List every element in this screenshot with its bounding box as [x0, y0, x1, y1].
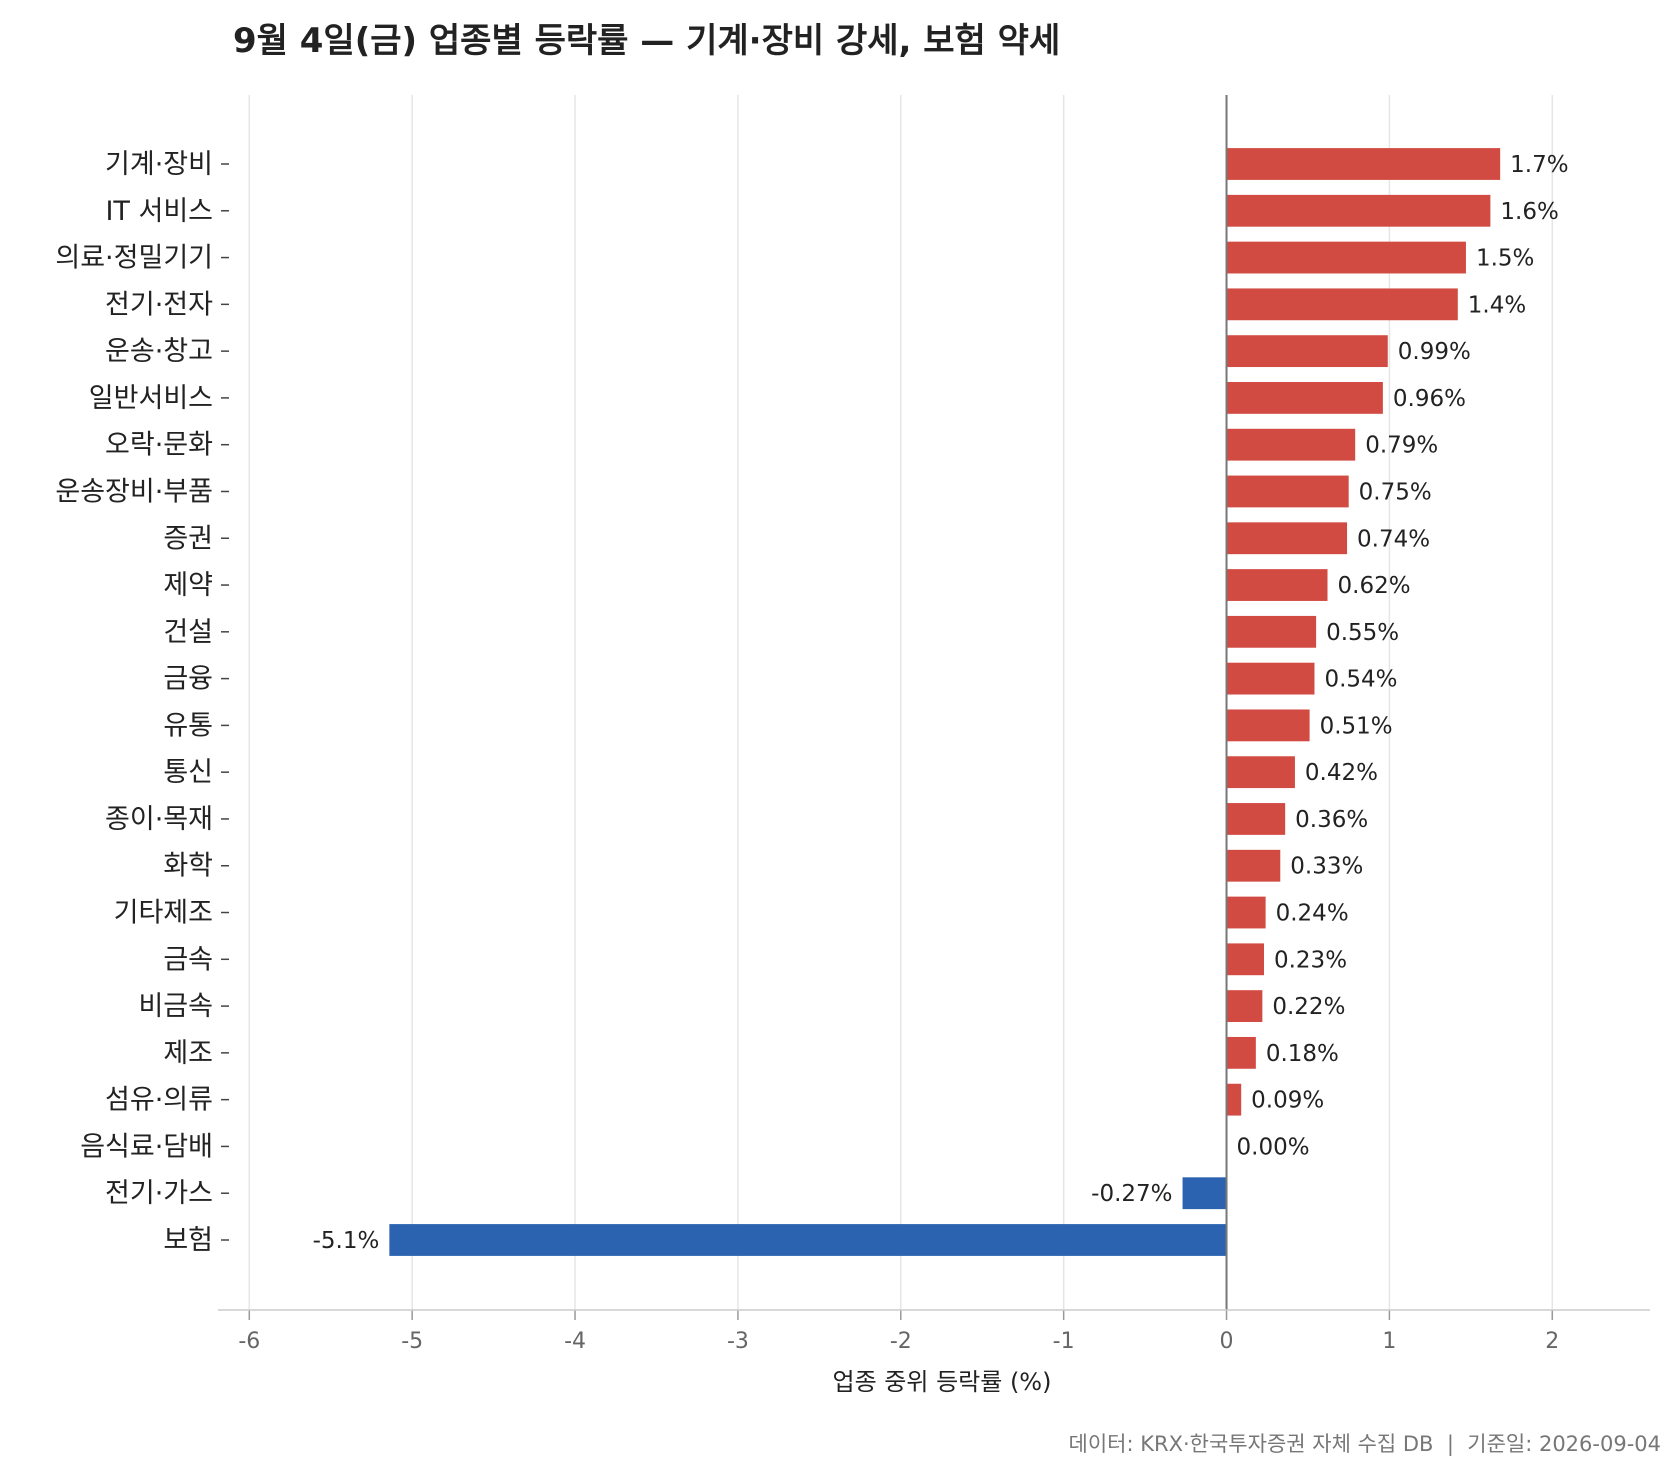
category-label: 의료·정밀기기: [55, 243, 213, 274]
bar: [1226, 1036, 1256, 1069]
bar: [1226, 615, 1317, 648]
value-label: 0.09%: [1251, 1088, 1324, 1114]
bar: [1226, 522, 1348, 555]
category-label: IT 서비스: [105, 196, 213, 227]
x-tick-label: -4: [564, 1329, 586, 1354]
category-label: 비금속: [138, 991, 213, 1022]
value-label: 0.23%: [1274, 947, 1347, 973]
x-tick-label: -5: [401, 1329, 423, 1354]
bar: [1226, 241, 1466, 274]
category-label: 전기·가스: [105, 1178, 213, 1209]
value-label: 0.33%: [1290, 854, 1363, 880]
category-label: 제약: [163, 570, 213, 601]
chart-title: 9월 4일(금) 업종별 등락률 — 기계·장비 강세, 보험 약세: [233, 21, 1060, 61]
bar: [1226, 990, 1263, 1022]
category-label: 금융: [163, 664, 213, 695]
bar: [1226, 148, 1501, 180]
category-label: 화학: [163, 851, 213, 882]
value-label: 0.22%: [1272, 994, 1345, 1020]
value-label: 0.51%: [1320, 713, 1393, 739]
value-label: -5.1%: [313, 1228, 380, 1254]
value-label: 1.5%: [1476, 246, 1534, 272]
value-label: 1.4%: [1468, 292, 1526, 318]
category-label: 유통: [163, 710, 213, 741]
category-label: 섬유·의류: [105, 1085, 213, 1116]
x-axis-label: 업종 중위 등락률 (%): [833, 1368, 1052, 1396]
bar: [1226, 803, 1286, 835]
value-label: 0.96%: [1393, 386, 1466, 412]
value-label: 0.55%: [1326, 620, 1399, 646]
category-label: 오락·문화: [105, 430, 213, 461]
category-label: 금속: [163, 944, 213, 975]
category-label: 통신: [163, 757, 213, 788]
bar: [1226, 428, 1356, 461]
bar: [1182, 1177, 1227, 1210]
category-label: 종이·목재: [105, 804, 213, 835]
bar: [1226, 335, 1388, 368]
category-label: 일반서비스: [89, 383, 213, 414]
category-label: 음식료·담배: [80, 1131, 213, 1162]
bar: [1226, 709, 1310, 742]
category-label: 기타제조: [114, 898, 213, 929]
value-label: 0.36%: [1295, 807, 1368, 833]
value-label: 0.79%: [1365, 433, 1438, 459]
value-label: 0.42%: [1305, 760, 1378, 786]
bars: [389, 148, 1501, 1256]
category-label: 제조: [163, 1038, 213, 1069]
value-label: 0.75%: [1359, 479, 1432, 505]
bar: [1226, 569, 1328, 601]
bar: [1226, 756, 1295, 789]
category-label: 전기·전자: [105, 289, 213, 320]
bar: [1226, 662, 1315, 695]
value-label: 0.24%: [1276, 901, 1349, 927]
bar: [1226, 382, 1383, 414]
grid-lines: [248, 95, 1554, 1310]
bar: [1226, 896, 1266, 929]
value-label: 0.54%: [1324, 667, 1397, 693]
value-label: 0.18%: [1266, 1041, 1339, 1067]
category-label: 운송·창고: [105, 336, 213, 367]
category-label: 건설: [163, 617, 213, 648]
bar: [1226, 943, 1264, 976]
value-label: -0.27%: [1091, 1181, 1172, 1207]
bar: [1226, 194, 1491, 227]
x-tick-label: -2: [890, 1329, 912, 1354]
labels: -6 -5 -4 -3 -2 -1 0 1 2 기계·장비 1.7% IT 서비스 1.6% 의료·정밀기…: [55, 149, 1568, 1354]
category-label: 증권: [163, 523, 213, 554]
value-label: 1.6%: [1500, 199, 1558, 225]
x-tick-label: -1: [1053, 1329, 1075, 1354]
value-label: 0.00%: [1237, 1134, 1310, 1160]
value-label: 0.99%: [1398, 339, 1471, 365]
bar: [1226, 1083, 1242, 1116]
bar: [1226, 288, 1458, 321]
category-label: 보험: [163, 1225, 213, 1256]
bar: [1226, 849, 1281, 882]
x-tick-label: -3: [727, 1329, 749, 1354]
value-label: 0.62%: [1338, 573, 1411, 599]
x-tick-label: 1: [1382, 1329, 1396, 1354]
bar: [1226, 475, 1349, 508]
bar: [389, 1224, 1227, 1256]
category-label: 기계·장비: [105, 149, 213, 180]
source-note: 데이터: KRX·한국투자증권 자체 수집 DB | 기준일: 2026-09-…: [1069, 1432, 1661, 1457]
category-label: 운송장비·부품: [55, 476, 213, 507]
x-tick-label: 0: [1220, 1329, 1234, 1354]
x-tick-label: -6: [238, 1329, 260, 1354]
value-label: 0.74%: [1357, 526, 1430, 552]
x-tick-label: 2: [1545, 1329, 1559, 1354]
value-label: 1.7%: [1510, 152, 1568, 178]
axes: [218, 95, 1650, 1320]
